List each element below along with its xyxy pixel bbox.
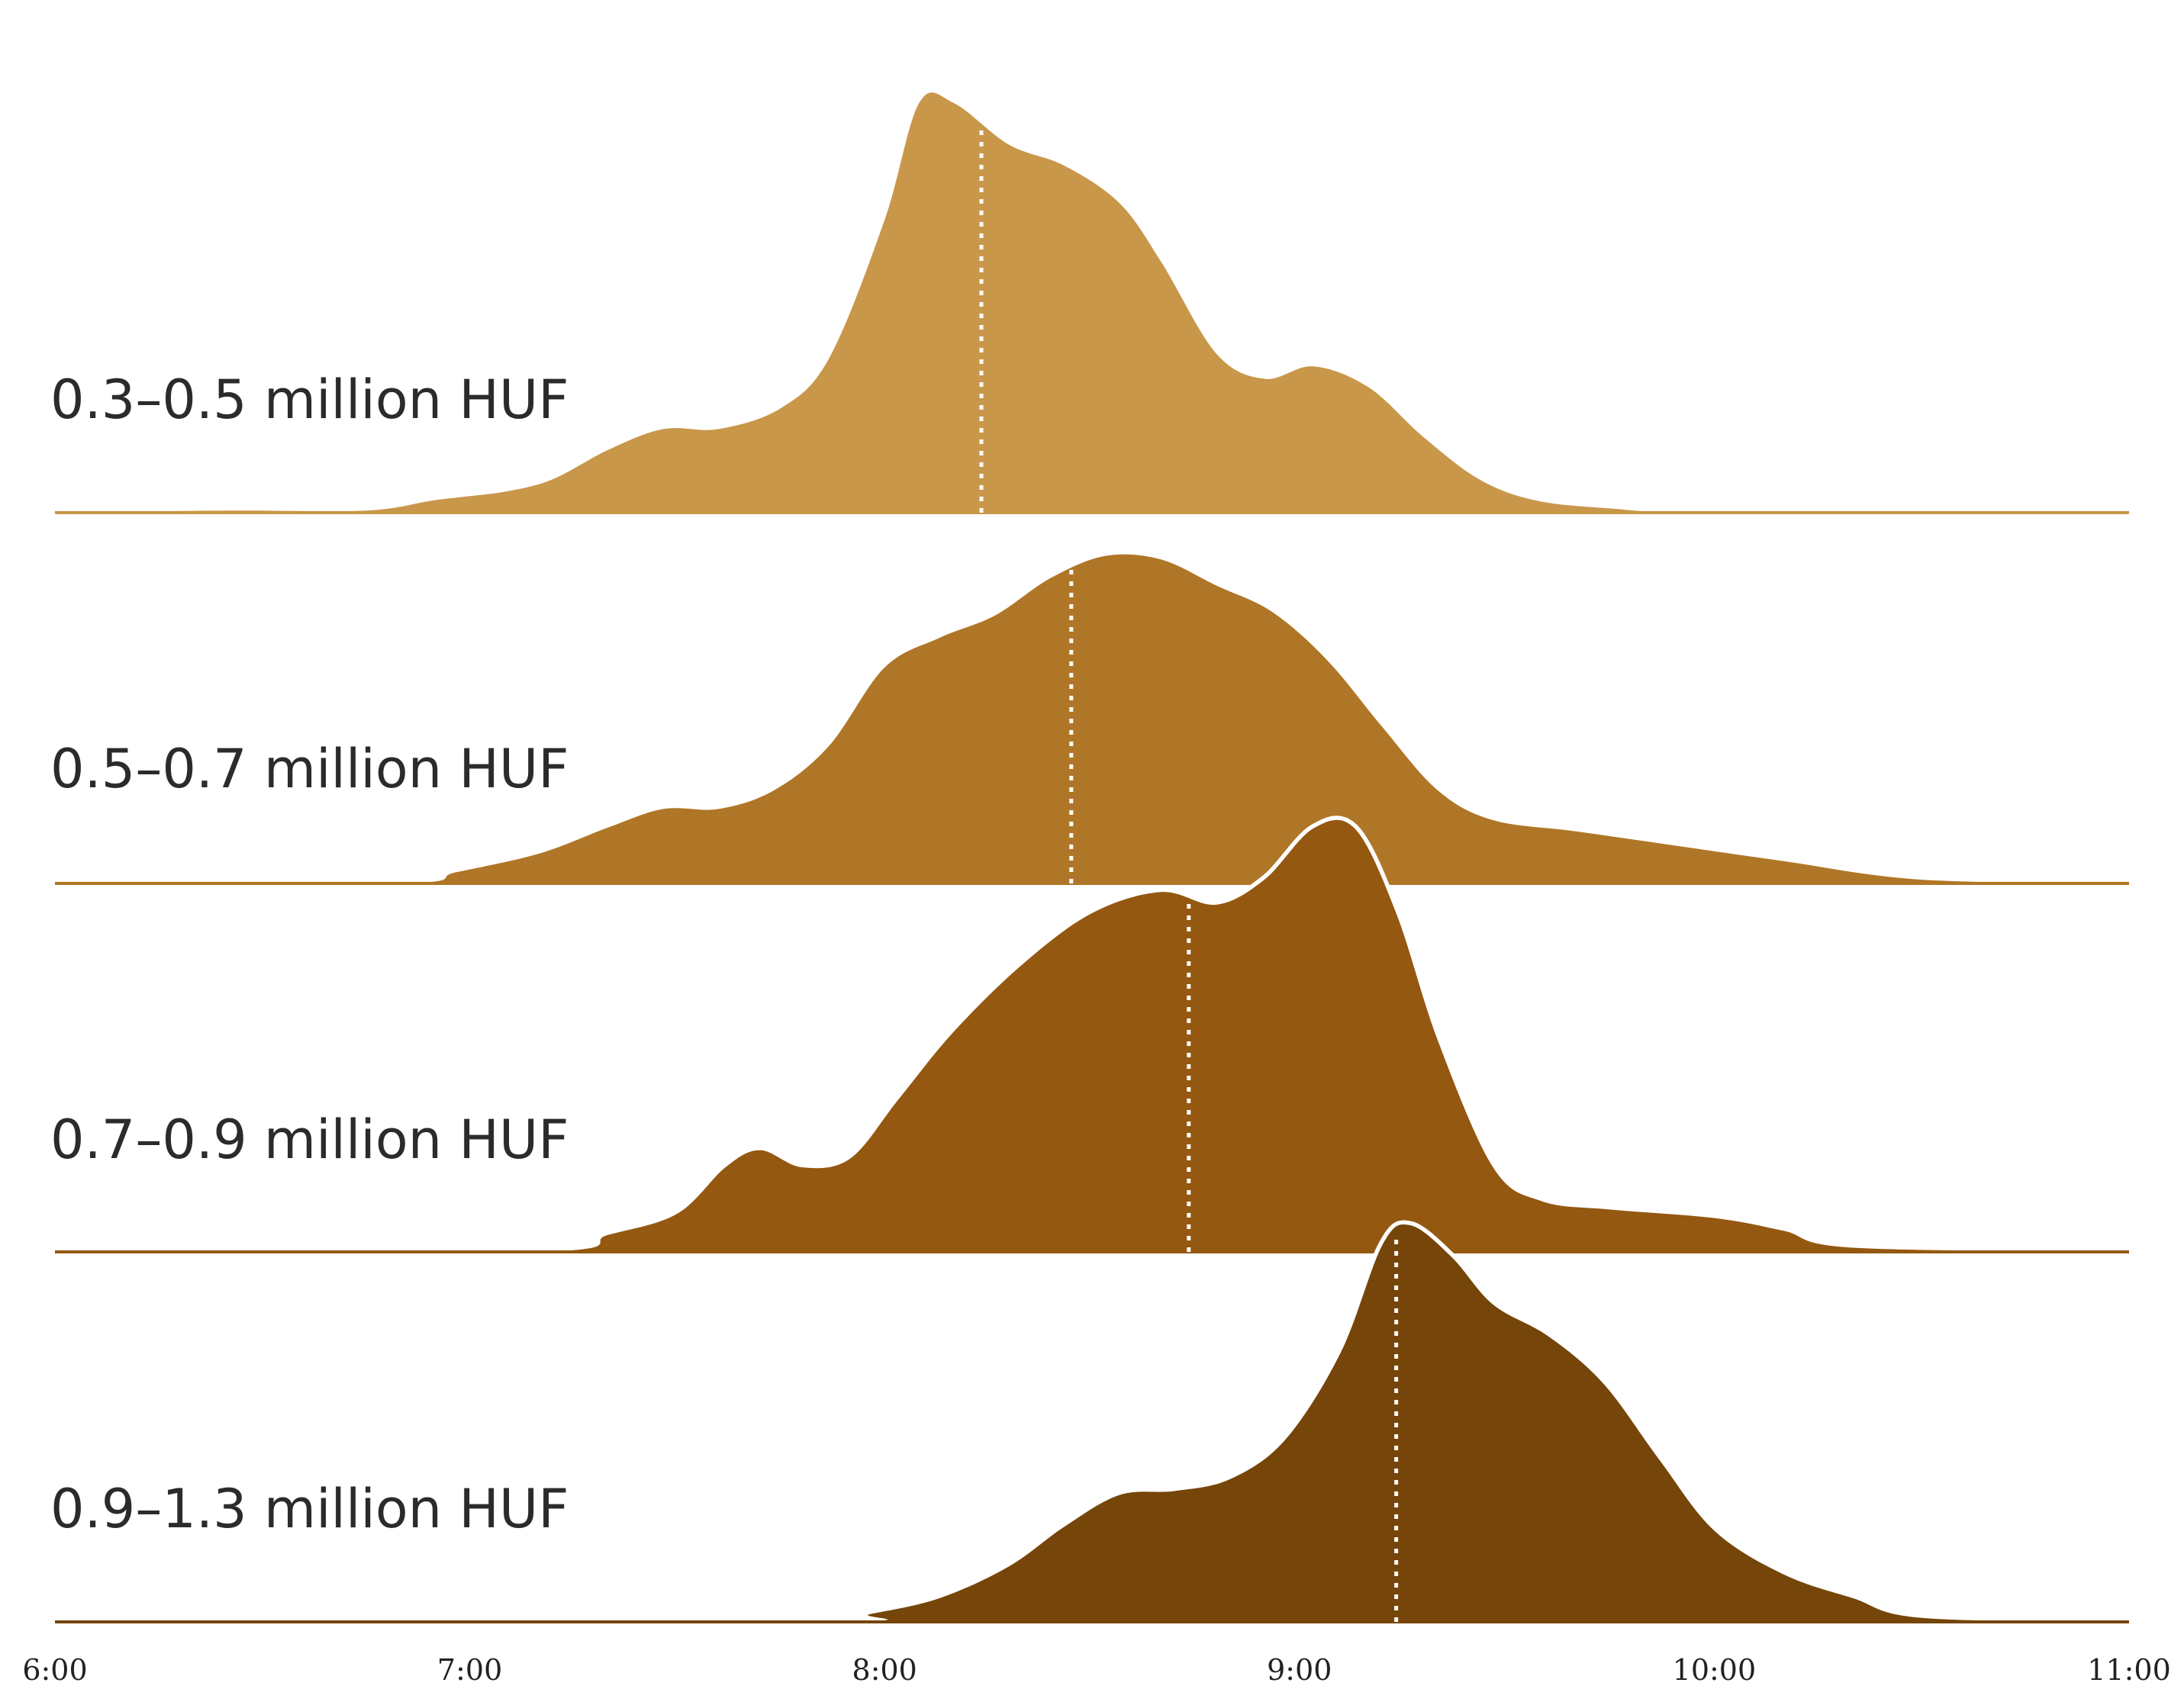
series-label: 0.9–1.3 million HUF bbox=[50, 1478, 569, 1540]
x-tick-label: 9:00 bbox=[1267, 1653, 1332, 1687]
ridge-2: 0.5–0.7 million HUF bbox=[50, 550, 2130, 889]
ridges: 0.3–0.5 million HUF 0.5–0.7 million HUF 0.… bbox=[50, 88, 2130, 1627]
series-label: 0.7–0.9 million HUF bbox=[50, 1108, 569, 1171]
ridge-area bbox=[55, 1224, 2129, 1623]
x-tick-label: 11:00 bbox=[2087, 1653, 2171, 1687]
x-tick-label: 6:00 bbox=[22, 1653, 87, 1687]
series-label: 0.3–0.5 million HUF bbox=[50, 368, 569, 431]
ridge-area bbox=[55, 92, 2129, 513]
x-tick-label: 10:00 bbox=[1673, 1653, 1757, 1687]
ridge-area bbox=[55, 819, 2129, 1253]
ridge-3: 0.7–0.9 million HUF bbox=[50, 816, 2130, 1258]
ridge-area bbox=[55, 554, 2129, 885]
x-tick-label: 8:00 bbox=[852, 1653, 917, 1687]
ridge-1: 0.3–0.5 million HUF bbox=[50, 88, 2130, 517]
x-axis: 6:00 7:00 8:00 9:00 10:00 11:00 bbox=[22, 1653, 2170, 1687]
x-tick-label: 7:00 bbox=[437, 1653, 502, 1687]
series-label: 0.5–0.7 million HUF bbox=[50, 738, 569, 800]
ridge-4: 0.9–1.3 million HUF bbox=[50, 1220, 2130, 1627]
